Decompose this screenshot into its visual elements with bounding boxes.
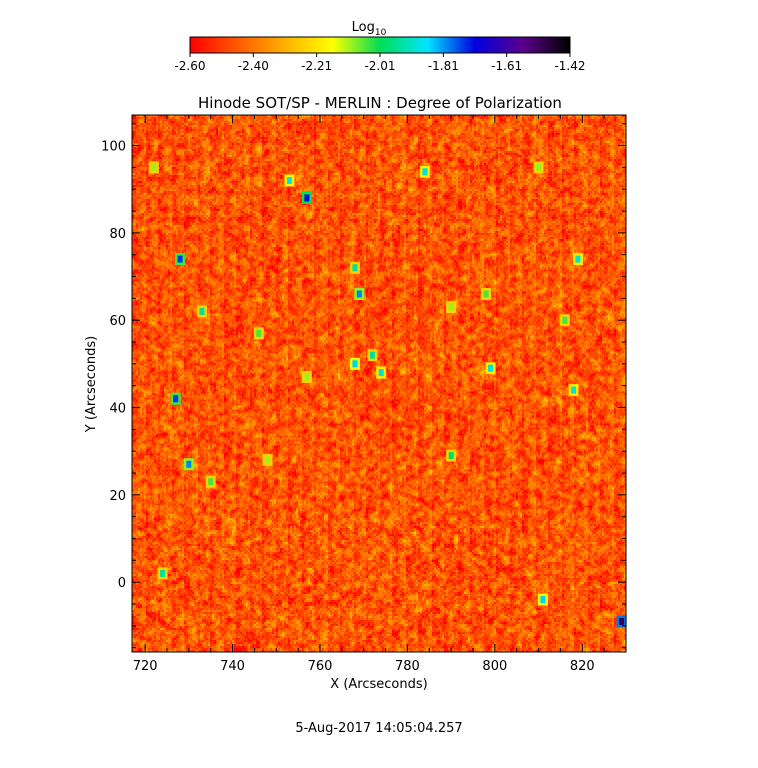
feature-core [536, 163, 542, 171]
feature-core [199, 307, 205, 315]
x-tick-label: 760 [308, 659, 333, 674]
y-tick-label: 80 [109, 227, 126, 242]
x-axis-label: X (Arcseconds) [330, 677, 427, 692]
y-tick-label: 60 [109, 314, 126, 329]
heatmap-image [132, 115, 626, 652]
colorbar-tick-label: -1.42 [554, 59, 585, 73]
colorbar-tick-label: -1.81 [428, 59, 459, 73]
feature-core [487, 364, 493, 372]
colorbar-tick-label: -2.40 [238, 59, 269, 73]
feature-core [304, 194, 310, 202]
feature-core [177, 255, 183, 263]
feature-core [173, 395, 179, 403]
feature-core [356, 290, 362, 298]
feature-core [160, 569, 166, 577]
x-tick-label: 800 [482, 659, 507, 674]
feature-core [265, 456, 271, 464]
colorbar-tick-label: -2.60 [174, 59, 205, 73]
feature-core [448, 452, 454, 460]
colorbar-label: Log10 [352, 20, 387, 38]
plot-area: 720 740 760 780 800 820 0 20 40 60 80 100 [101, 114, 627, 674]
y-tick-label: 20 [109, 489, 126, 504]
y-tick-label: 100 [101, 140, 126, 155]
x-tick-label: 820 [570, 659, 595, 674]
y-axis-label: Y (Arcseconds) [84, 336, 99, 433]
feature-marks [148, 161, 627, 628]
colorbar-tick-label: -1.61 [491, 59, 522, 73]
feature-core [575, 255, 581, 263]
y-tick-label: 40 [109, 402, 126, 417]
chart-title: Hinode SOT/SP - MERLIN : Degree of Polar… [198, 94, 562, 112]
feature-core [562, 316, 568, 324]
feature-core [186, 460, 192, 468]
feature-core [352, 360, 358, 368]
x-tick-label: 740 [220, 659, 245, 674]
feature-core [256, 329, 262, 337]
feature-core [369, 351, 375, 359]
feature-core [422, 168, 428, 176]
colorbar: Log10 -2.60 -2.40 -2.21 -2.01 -1.81 -1.61 -1.4… [174, 20, 585, 73]
feature-core [352, 264, 358, 272]
feature-core [483, 290, 489, 298]
feature-core [540, 596, 546, 604]
feature-core [571, 386, 577, 394]
x-tick-label: 780 [395, 659, 420, 674]
x-axis: 720 740 760 780 800 820 [133, 115, 627, 674]
feature-core [151, 163, 157, 171]
feature-core [286, 176, 292, 184]
feature-core [208, 478, 214, 486]
feature-core [619, 617, 625, 625]
timestamp: 5-Aug-2017 14:05:04.257 [295, 721, 462, 736]
colorbar-tick-label: -2.21 [301, 59, 332, 73]
colorbar-tick-label: -2.01 [364, 59, 395, 73]
y-axis: 0 20 40 60 80 100 [101, 123, 626, 649]
feature-core [378, 369, 384, 377]
y-tick-label: 0 [118, 576, 126, 591]
colorbar-gradient [189, 36, 571, 54]
colorbar-ticks: -2.60 -2.40 -2.21 -2.01 -1.81 -1.61 -1.42 [174, 53, 586, 73]
x-tick-label: 720 [133, 659, 158, 674]
plot-frame [131, 114, 627, 653]
feature-core [448, 303, 454, 311]
feature-core [304, 373, 310, 381]
